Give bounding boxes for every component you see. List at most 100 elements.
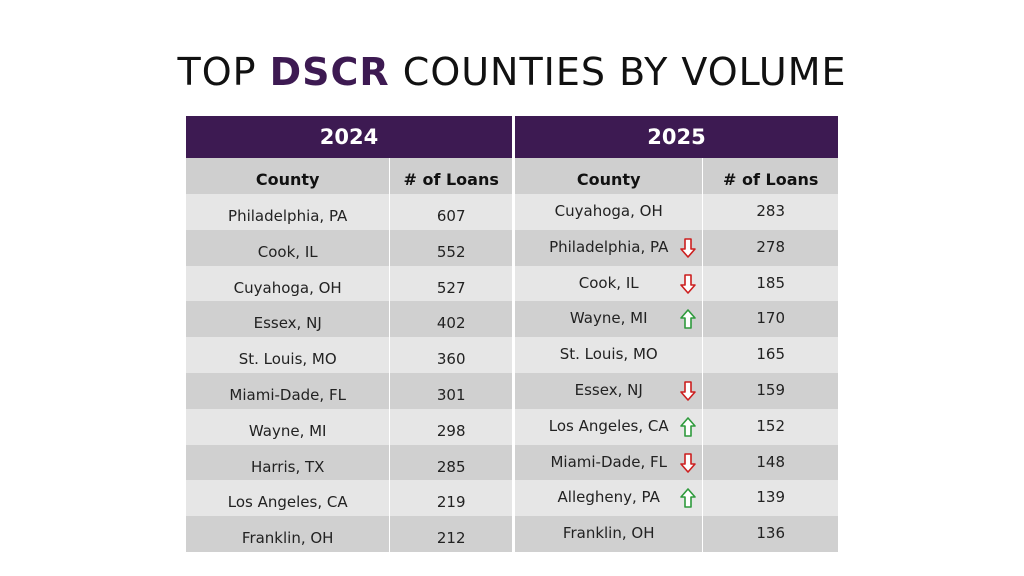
loans-cell: 136 xyxy=(756,524,786,543)
table-row: Philadelphia, PA 607 xyxy=(186,194,512,230)
arrow-up-icon xyxy=(680,309,696,330)
county-name: Cook, IL xyxy=(257,242,318,261)
county-name: Cuyahoga, OH xyxy=(554,202,663,220)
year-header: 2025 xyxy=(515,116,838,158)
loans-cell: 148 xyxy=(756,452,786,471)
loans-cell: 165 xyxy=(756,345,786,364)
column-header-loans: # of Loans xyxy=(403,170,499,189)
county-cell: Los Angeles, CA xyxy=(186,480,391,517)
table-row: Cuyahoga, OH 527 xyxy=(186,265,512,302)
county-name: Cook, IL xyxy=(578,273,639,292)
table-row: Miami-Dade, FL 301 xyxy=(186,372,512,409)
county-name: Essex, NJ xyxy=(574,380,643,399)
arrow-up-icon xyxy=(680,488,696,509)
county-cell: Franklin, OH xyxy=(186,516,391,552)
county-cell: Cook, IL xyxy=(186,229,391,266)
table-row: Los Angeles, CA 219 xyxy=(186,480,512,517)
county-name: St. Louis, MO xyxy=(559,345,658,364)
table-row: Allegheny, PA 139 xyxy=(515,480,838,517)
column-header-county: County xyxy=(186,158,391,194)
loans-cell: 219 xyxy=(436,493,466,512)
column-header-loans: # of Loans xyxy=(723,170,819,189)
county-name: Franklin, OH xyxy=(241,529,334,548)
tables-container: 2024 County # of Loans Philadelphia, PA 6… xyxy=(186,116,838,552)
table-body: Philadelphia, PA 607 Cook, IL 552 Cuyahoga, … xyxy=(186,194,512,552)
county-cell: Miami-Dade, FL xyxy=(186,372,391,409)
table-2025: 2025 County # of Loans Cuyahoga, OH 283 Ph… xyxy=(515,116,838,552)
loans-cell: 285 xyxy=(436,457,466,476)
county-cell: Harris, TX xyxy=(186,444,391,481)
county-cell: Allegheny, PA xyxy=(515,480,704,517)
county-name: Essex, NJ xyxy=(253,314,322,333)
county-cell: Cuyahoga, OH xyxy=(186,265,391,302)
title-accent: DSCR xyxy=(269,50,390,94)
county-cell: St. Louis, MO xyxy=(186,337,391,373)
county-name: Wayne, MI xyxy=(569,309,648,328)
loans-cell: 301 xyxy=(436,385,466,404)
title-suffix: COUNTIES BY VOLUME xyxy=(402,50,847,94)
table-row: Wayne, MI 298 xyxy=(186,408,512,445)
table-row: Los Angeles, CA 152 xyxy=(515,408,838,445)
county-cell: Cook, IL xyxy=(515,265,704,302)
loans-cell: 139 xyxy=(756,488,786,507)
county-name: Harris, TX xyxy=(250,457,325,476)
arrow-down-icon xyxy=(680,452,696,473)
page-title: TOP DSCR COUNTIES BY VOLUME xyxy=(0,50,1024,94)
county-cell: St. Louis, MO xyxy=(515,337,704,373)
table-row: Cook, IL 552 xyxy=(186,229,512,266)
column-headers: County # of Loans xyxy=(515,158,838,194)
loans-cell: 185 xyxy=(756,273,786,292)
loans-cell: 298 xyxy=(436,421,466,440)
loans-cell: 360 xyxy=(436,350,466,369)
column-headers: County # of Loans xyxy=(186,158,512,194)
arrow-up-icon xyxy=(680,416,696,437)
county-name: Los Angeles, CA xyxy=(227,493,348,512)
loans-cell: 152 xyxy=(756,416,786,435)
county-cell: Wayne, MI xyxy=(186,408,391,445)
county-cell: Miami-Dade, FL xyxy=(515,444,704,481)
loans-cell: 212 xyxy=(436,529,466,548)
county-name: Philadelphia, PA xyxy=(549,237,669,256)
county-cell: Los Angeles, CA xyxy=(515,408,704,445)
arrow-down-icon xyxy=(680,273,696,294)
county-name: St. Louis, MO xyxy=(238,350,337,369)
loans-cell: 527 xyxy=(436,278,466,297)
county-name: Cuyahoga, OH xyxy=(233,278,342,297)
county-name: Miami-Dade, FL xyxy=(550,452,667,471)
county-cell: Essex, NJ xyxy=(515,372,704,409)
table-row: Franklin, OH 212 xyxy=(186,516,512,552)
county-cell: Franklin, OH xyxy=(515,516,704,552)
county-name: Los Angeles, CA xyxy=(548,416,669,435)
county-cell: Philadelphia, PA xyxy=(186,194,391,230)
table-row: Franklin, OH 136 xyxy=(515,516,838,552)
loans-cell: 552 xyxy=(436,242,466,261)
county-cell: Philadelphia, PA xyxy=(515,229,704,266)
loans-cell: 159 xyxy=(756,380,786,399)
table-row: Essex, NJ 159 xyxy=(515,372,838,409)
table-row: St. Louis, MO 360 xyxy=(186,337,512,373)
table-row: St. Louis, MO 165 xyxy=(515,337,838,373)
county-name: Allegheny, PA xyxy=(557,488,660,507)
table-row: Cook, IL 185 xyxy=(515,265,838,302)
table-row: Essex, NJ 402 xyxy=(186,301,512,338)
loans-cell: 170 xyxy=(756,309,786,328)
year-header: 2024 xyxy=(186,116,512,158)
table-row: Wayne, MI 170 xyxy=(515,301,838,338)
county-name: Wayne, MI xyxy=(248,421,327,440)
table-row: Harris, TX 285 xyxy=(186,444,512,481)
title-prefix: TOP xyxy=(177,50,257,94)
county-cell: Cuyahoga, OH xyxy=(515,194,704,230)
arrow-down-icon xyxy=(680,381,696,401)
county-name: Miami-Dade, FL xyxy=(229,385,346,404)
loans-cell: 402 xyxy=(436,314,466,333)
county-name: Franklin, OH xyxy=(562,524,655,543)
table-row: Miami-Dade, FL 148 xyxy=(515,444,838,481)
table-row: Cuyahoga, OH 283 xyxy=(515,194,838,230)
table-body: Cuyahoga, OH 283 Philadelphia, PA 278 Cook, … xyxy=(515,194,838,552)
county-name: Philadelphia, PA xyxy=(228,207,348,225)
loans-cell: 278 xyxy=(756,237,786,256)
arrow-down-icon xyxy=(680,237,696,258)
column-header-county: County xyxy=(515,158,704,194)
loans-cell: 607 xyxy=(436,207,466,225)
county-cell: Wayne, MI xyxy=(515,301,704,338)
